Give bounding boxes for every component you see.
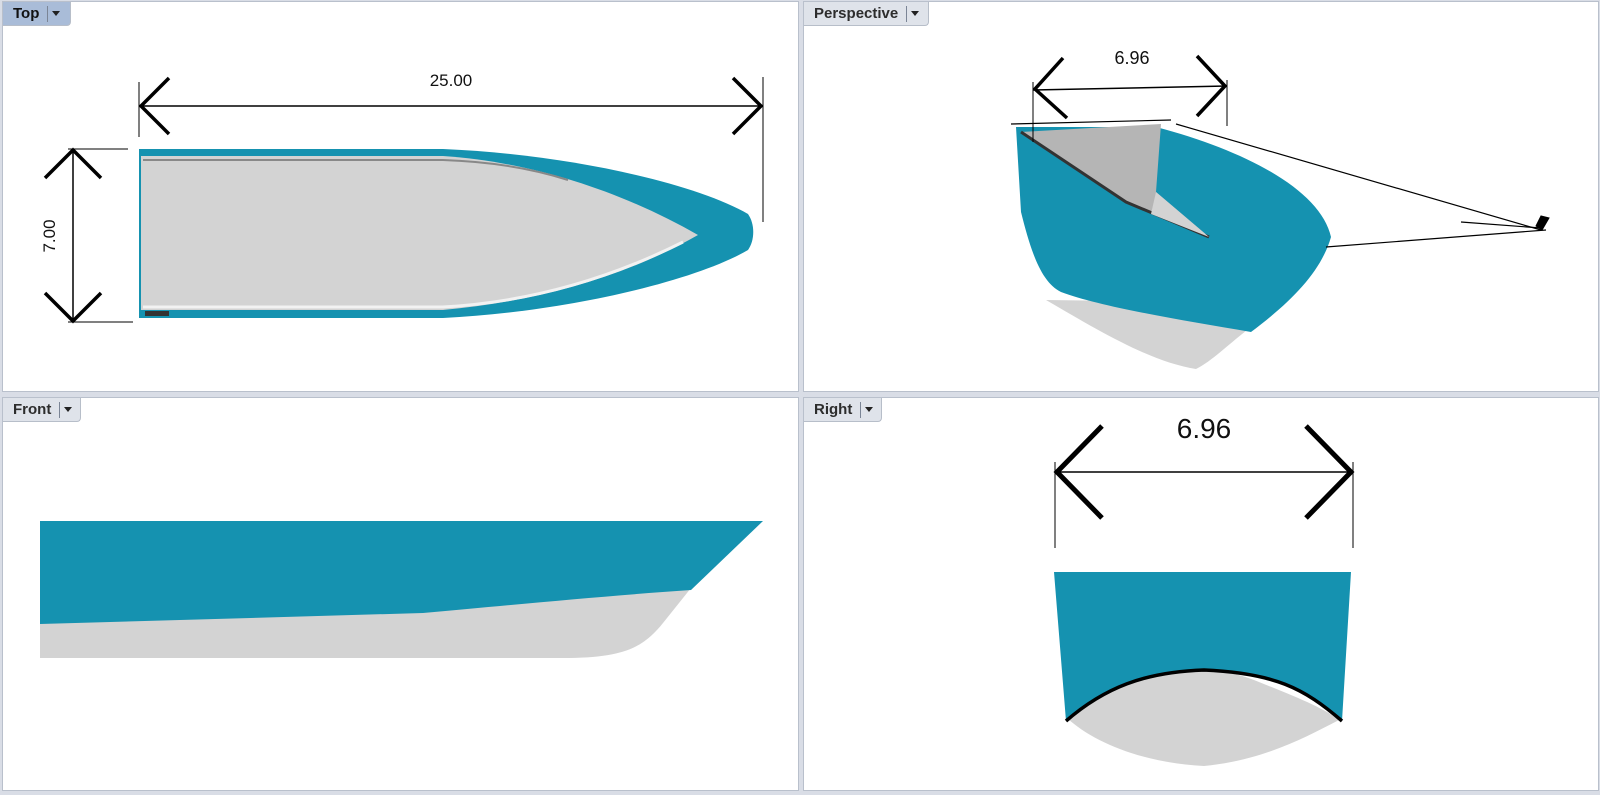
viewport-menu-arrow-icon[interactable]	[64, 407, 73, 412]
dimension-persp-width[interactable]	[1010, 54, 1550, 248]
hull-top-deck	[141, 156, 698, 310]
viewport-menu-arrow-icon[interactable]	[52, 11, 61, 16]
top-view-scene: 25.00 7.00	[40, 71, 764, 324]
viewport-tab-right[interactable]: Right	[804, 398, 882, 422]
hull-right-side	[1054, 572, 1351, 721]
viewport-tab-label: Top	[13, 5, 40, 22]
viewport-menu-arrow-icon[interactable]	[911, 11, 920, 16]
dimension-right-width[interactable]	[1053, 424, 1355, 548]
dimension-length[interactable]	[138, 76, 764, 222]
viewport-perspective[interactable]: Perspective 6.96	[803, 1, 1599, 392]
viewport-tab-top[interactable]: Top	[3, 2, 71, 26]
viewport-top[interactable]: Top 25.00 7.00	[2, 1, 799, 392]
dimension-width[interactable]	[43, 147, 133, 324]
hull-front-bottom	[40, 588, 691, 658]
front-view-scene	[40, 521, 763, 658]
right-view-scene: 6.96	[1053, 413, 1355, 766]
viewport-tab-label: Perspective	[814, 5, 899, 22]
dimension-width-label: 7.00	[40, 219, 59, 252]
viewport-tab-label: Front	[13, 401, 52, 418]
hull-right-bottom	[1067, 669, 1339, 766]
dimension-length-label: 25.00	[430, 71, 473, 90]
viewport-right[interactable]: Right 6.96	[803, 397, 1599, 791]
viewport-menu-arrow-icon[interactable]	[865, 407, 874, 412]
viewport-front[interactable]: Front	[2, 397, 799, 791]
dimension-right-width-label: 6.96	[1177, 413, 1232, 444]
perspective-view-scene: 6.96	[1010, 48, 1550, 369]
viewport-tab-label: Right	[814, 401, 853, 418]
dimension-persp-width-label: 6.96	[1114, 48, 1149, 68]
viewport-tab-front[interactable]: Front	[3, 398, 81, 422]
viewport-tab-perspective[interactable]: Perspective	[804, 2, 929, 26]
hull-front-side	[40, 521, 763, 624]
